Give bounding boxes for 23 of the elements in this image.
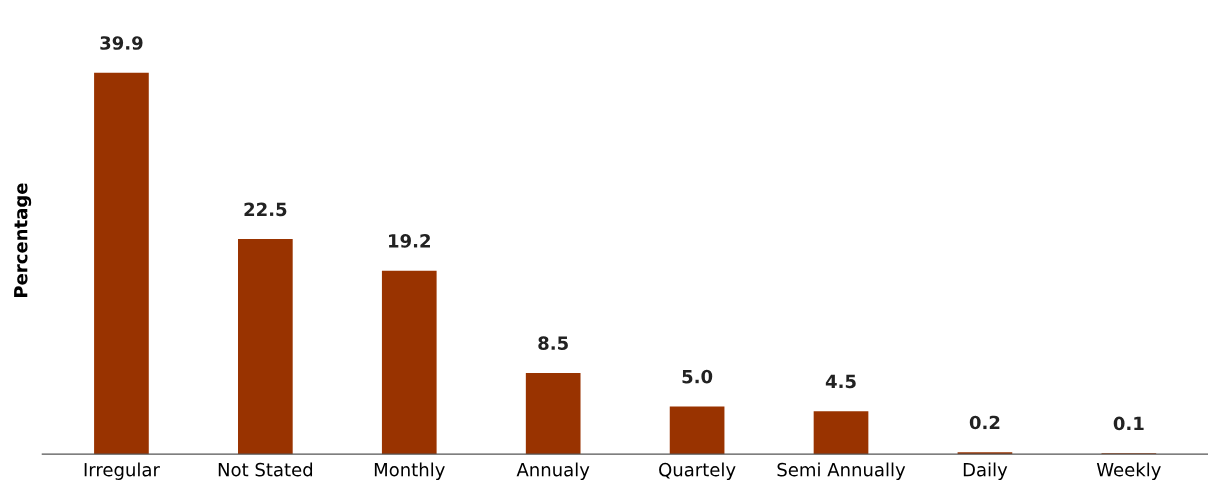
bar <box>94 72 149 455</box>
x-tick-label: Daily <box>963 462 1008 480</box>
x-tick-label: Monthly <box>374 462 445 480</box>
bar <box>381 270 437 455</box>
x-tick-label: Not Stated <box>218 462 313 477</box>
bar <box>238 239 293 455</box>
y-axis-title: Percentage <box>14 183 32 298</box>
data-label: 5.0 <box>682 369 713 384</box>
x-tick-label: Weekly <box>1096 462 1161 480</box>
data-label: 8.5 <box>538 336 568 350</box>
x-tick-label: Irregular <box>84 462 160 480</box>
data-label: 39.9 <box>100 36 143 50</box>
bar <box>669 406 725 455</box>
x-tick-label: Quartely <box>659 462 736 480</box>
data-label: 0.2 <box>969 415 1000 430</box>
x-tick-label: Semi Annually <box>777 462 906 480</box>
x-tick-label: Annualy <box>516 462 590 480</box>
data-label: 22.5 <box>244 202 287 217</box>
data-label: 4.5 <box>825 374 856 389</box>
data-label: 19.2 <box>389 234 430 248</box>
data-label: 0.1 <box>1113 416 1144 431</box>
bar <box>525 372 581 455</box>
bar <box>813 411 869 455</box>
